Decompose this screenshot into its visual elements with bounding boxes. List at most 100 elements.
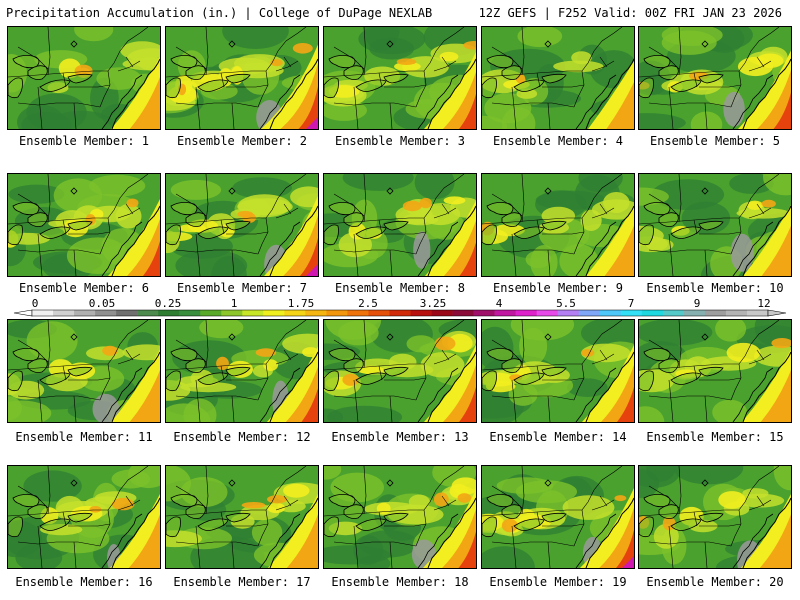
state-border — [195, 379, 201, 422]
state-border — [530, 102, 575, 108]
state-border — [17, 395, 57, 399]
state-border — [214, 249, 259, 255]
offshore-precip — [760, 370, 791, 422]
coastline — [585, 351, 634, 422]
colorbar-swatch — [641, 310, 664, 316]
precip-contour — [270, 59, 283, 67]
lake-outline — [197, 372, 229, 385]
precip-contour — [66, 237, 129, 274]
state-border — [333, 102, 373, 106]
precip-contour — [661, 27, 723, 46]
precip-contour — [342, 373, 360, 386]
state-border — [573, 509, 585, 547]
precip-contour — [517, 27, 563, 48]
coastline — [742, 497, 791, 568]
colorbar-tick-label: 5.5 — [556, 297, 576, 310]
lake-outline — [501, 65, 522, 80]
offshore-precip — [616, 530, 634, 568]
coastline — [732, 367, 774, 422]
lake-outline — [225, 73, 251, 84]
state-border — [491, 485, 523, 509]
state-border — [536, 511, 541, 527]
lake-outline — [324, 77, 339, 99]
state-border — [17, 102, 57, 106]
state-border — [639, 363, 725, 371]
lake-outline — [355, 372, 387, 385]
state-border — [275, 499, 299, 511]
state-border — [257, 509, 269, 547]
state-border — [491, 541, 531, 545]
precip-map — [639, 466, 791, 568]
precip-contour — [127, 466, 160, 489]
state-border — [389, 249, 393, 276]
state-border — [175, 485, 207, 509]
precip-contour — [653, 523, 679, 549]
offshore-precip — [127, 219, 160, 276]
state-border — [99, 70, 111, 108]
coastline — [269, 58, 318, 129]
lake-outline — [343, 358, 364, 373]
offshore-precip — [443, 220, 476, 276]
state-border — [699, 84, 742, 88]
state-border — [756, 203, 765, 215]
precip-contour — [439, 51, 459, 62]
state-border — [384, 84, 427, 88]
ensemble-member-label: Ensemble Member: 11 — [15, 430, 153, 444]
ensemble-member-map — [638, 173, 792, 277]
state-border — [730, 363, 742, 401]
state-border — [542, 84, 585, 88]
colorbar-swatch — [116, 310, 138, 316]
state-border — [415, 70, 427, 108]
state-border — [482, 509, 568, 517]
state-border — [205, 174, 209, 223]
colorbar-swatch — [557, 310, 580, 316]
offshore-precip — [458, 531, 476, 568]
precip-contour — [396, 58, 417, 65]
precip-contour — [241, 502, 266, 509]
state-border — [730, 509, 742, 547]
lake-outline — [658, 504, 679, 519]
precip-contour — [746, 200, 764, 210]
state-border — [231, 249, 235, 276]
lake-outline — [639, 77, 654, 99]
ensemble-member-label: Ensemble Member: 17 — [173, 575, 311, 589]
ensemble-member-map — [165, 319, 319, 423]
precip-contour — [530, 245, 558, 276]
precip-contour — [292, 43, 313, 54]
lake-outline — [185, 212, 206, 227]
state-border — [521, 466, 525, 515]
colorbar-tick-label: 0.05 — [88, 297, 116, 310]
station-marker — [544, 40, 552, 48]
precip-contour — [639, 469, 660, 498]
coastline — [111, 205, 160, 276]
lake-outline — [27, 65, 48, 80]
colorbar-swatch — [746, 310, 769, 316]
state-border — [521, 27, 525, 76]
state-border — [511, 233, 517, 276]
state-border — [699, 377, 742, 381]
lake-outline — [541, 512, 567, 523]
lake-outline — [166, 370, 181, 392]
lake-outline — [639, 224, 654, 246]
lake-outline — [658, 65, 679, 80]
precip-contour — [8, 184, 65, 204]
state-border — [214, 102, 259, 108]
state-border — [117, 499, 141, 511]
ensemble-member-map — [323, 319, 477, 423]
state-border — [47, 27, 51, 76]
state-border — [704, 102, 708, 129]
state-border — [547, 102, 551, 129]
state-border — [511, 86, 517, 129]
offshore-precip — [143, 241, 160, 276]
offshore-precip — [300, 238, 318, 276]
state-border — [175, 395, 215, 399]
coastline — [417, 74, 459, 129]
state-border — [62, 365, 67, 381]
colorbar-swatch — [137, 310, 159, 316]
state-border — [384, 377, 427, 381]
state-border — [699, 231, 742, 235]
lake-outline — [39, 518, 71, 531]
lake-outline — [324, 370, 339, 392]
state-border — [491, 249, 531, 253]
precip-contour — [89, 506, 102, 513]
